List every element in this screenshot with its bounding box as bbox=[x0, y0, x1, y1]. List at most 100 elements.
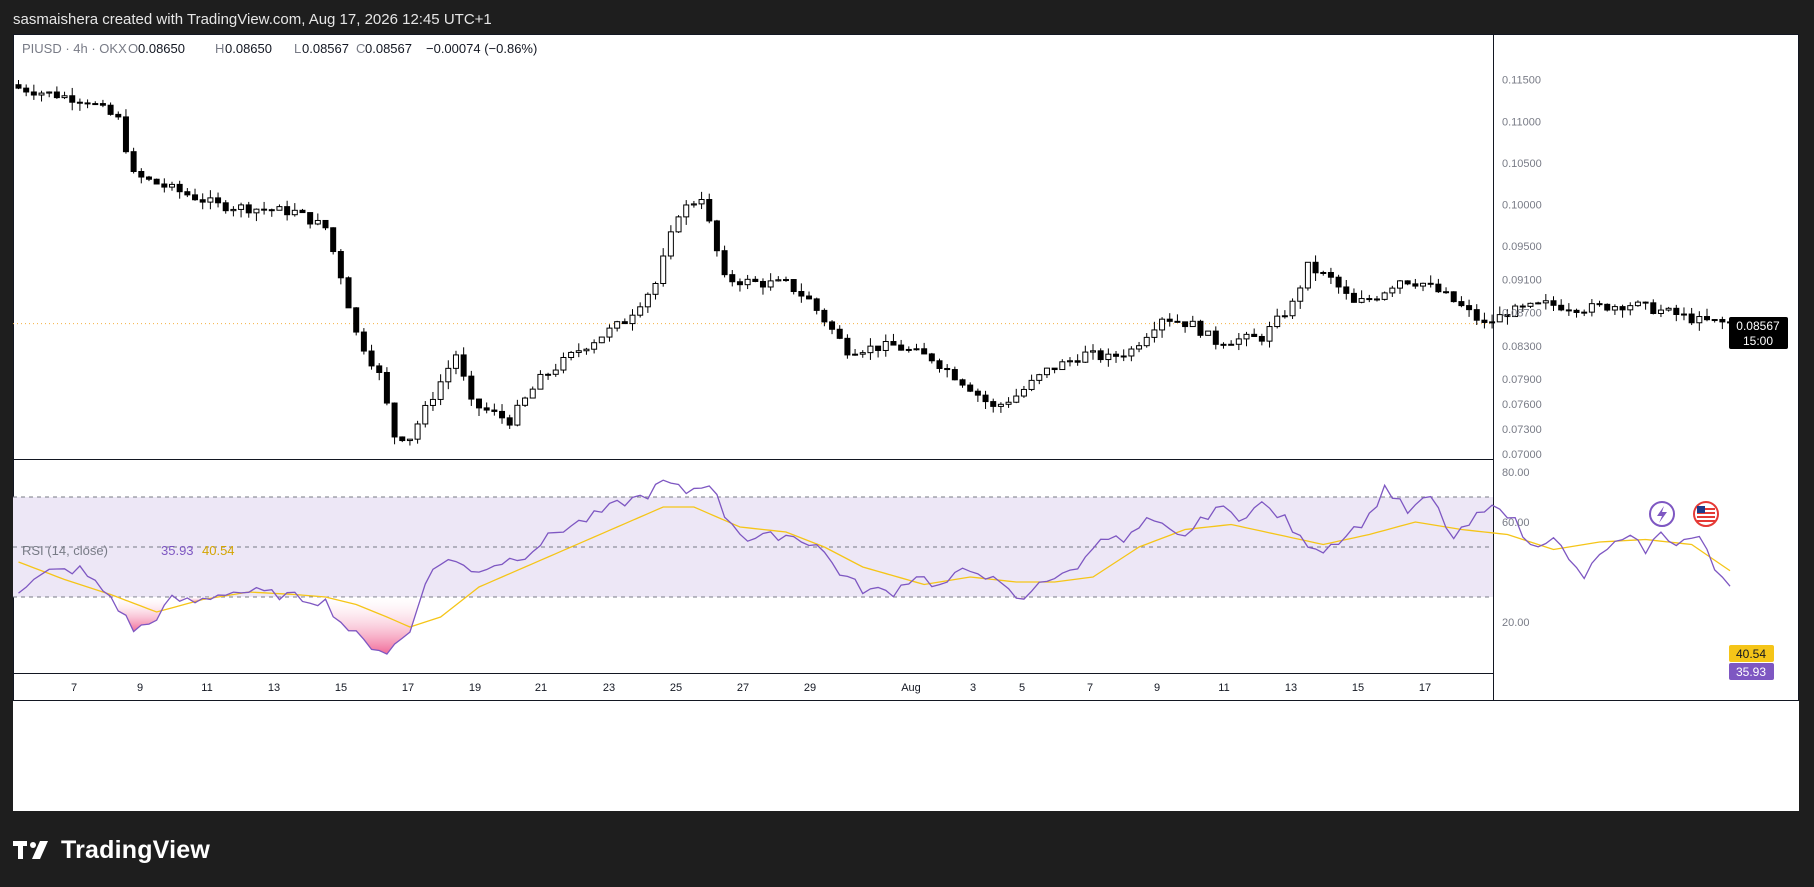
time-tick-label: 17 bbox=[1419, 682, 1431, 694]
candle bbox=[53, 86, 60, 99]
price-tick-label: 0.10000 bbox=[1502, 199, 1542, 211]
candle bbox=[1182, 321, 1189, 333]
candle bbox=[660, 248, 667, 287]
candle bbox=[736, 278, 743, 292]
close-label: C bbox=[356, 41, 365, 56]
candle bbox=[890, 333, 897, 346]
time-tick-label: 17 bbox=[402, 682, 414, 694]
price-tag: 0.08567 15:00 bbox=[1729, 317, 1788, 349]
attribution-text: sasmaishera created with TradingView.com… bbox=[13, 11, 492, 28]
candle bbox=[1412, 278, 1419, 289]
candle bbox=[721, 245, 728, 278]
candle bbox=[122, 109, 129, 154]
candle bbox=[1289, 298, 1296, 319]
candle bbox=[1466, 299, 1473, 317]
price-tick-label: 0.07900 bbox=[1502, 374, 1542, 386]
candle bbox=[268, 208, 275, 217]
candle bbox=[322, 219, 329, 231]
candle bbox=[882, 334, 889, 357]
chart-panel[interactable]: 80.00 60.00 20.00 0.11500 0.11000 0.10500 0.1… bbox=[13, 34, 1799, 811]
time-tick-label: 23 bbox=[603, 682, 615, 694]
candle bbox=[698, 191, 705, 210]
candle bbox=[1097, 348, 1104, 363]
candle bbox=[752, 276, 759, 283]
candle bbox=[783, 276, 789, 282]
candle bbox=[15, 80, 22, 90]
candle bbox=[1143, 333, 1150, 348]
candle bbox=[1297, 285, 1304, 309]
time-tick-label: 15 bbox=[335, 682, 347, 694]
time-tick-label: 21 bbox=[535, 682, 547, 694]
candle bbox=[491, 403, 498, 416]
candle bbox=[192, 188, 199, 201]
us-flag-icon[interactable] bbox=[1693, 501, 1719, 527]
candle bbox=[1312, 255, 1319, 281]
time-tick-label: 27 bbox=[737, 682, 749, 694]
candle bbox=[1381, 291, 1388, 301]
candle bbox=[376, 363, 383, 381]
candle bbox=[383, 367, 390, 406]
candle bbox=[1304, 261, 1311, 291]
candle bbox=[506, 414, 513, 429]
candle bbox=[92, 101, 99, 106]
candle bbox=[1596, 300, 1603, 307]
candle bbox=[1627, 302, 1634, 316]
candle bbox=[1205, 330, 1212, 336]
candle bbox=[437, 374, 444, 406]
price-tag-value: 0.08567 bbox=[1736, 319, 1780, 333]
price-tick-label: 0.07300 bbox=[1502, 424, 1542, 436]
price-tick-label: 0.10500 bbox=[1502, 158, 1542, 170]
rsi-legend: RSI (14, close) 35.93 40.54 bbox=[22, 543, 235, 558]
candle bbox=[829, 320, 836, 335]
candle bbox=[176, 180, 183, 199]
candle bbox=[1013, 388, 1020, 404]
candle bbox=[775, 276, 782, 282]
candle bbox=[1212, 326, 1219, 350]
candle bbox=[153, 178, 160, 185]
price-tag-bg bbox=[1729, 317, 1788, 349]
candle bbox=[767, 273, 774, 291]
candle bbox=[913, 343, 920, 351]
time-tick-label: 15 bbox=[1352, 682, 1364, 694]
candle bbox=[1327, 267, 1334, 284]
candle bbox=[207, 190, 214, 210]
candle bbox=[353, 307, 360, 336]
candle bbox=[1074, 354, 1081, 366]
candle bbox=[621, 318, 628, 325]
candle bbox=[1573, 308, 1580, 318]
candle bbox=[1558, 299, 1565, 312]
candle bbox=[61, 91, 68, 100]
candle bbox=[414, 420, 421, 444]
candle bbox=[813, 297, 820, 315]
candle bbox=[422, 401, 429, 428]
oversold-fill bbox=[179, 597, 211, 603]
candle bbox=[1581, 309, 1588, 317]
candle bbox=[406, 438, 413, 446]
candle bbox=[990, 398, 997, 413]
candle bbox=[1719, 316, 1726, 330]
candle bbox=[690, 200, 697, 208]
candle bbox=[629, 309, 636, 331]
candle bbox=[1120, 349, 1127, 362]
price-tick-label: 0.11500 bbox=[1502, 75, 1541, 87]
candle bbox=[30, 84, 37, 100]
candle bbox=[1090, 344, 1096, 360]
candle bbox=[76, 98, 83, 111]
lightning-icon[interactable] bbox=[1649, 501, 1675, 527]
candle bbox=[1266, 321, 1273, 348]
candle bbox=[1036, 373, 1043, 385]
candle bbox=[1680, 307, 1687, 321]
candle bbox=[1220, 342, 1227, 349]
candle bbox=[606, 324, 613, 342]
time-tick-label: 13 bbox=[1285, 682, 1297, 694]
candle bbox=[69, 87, 76, 111]
candle bbox=[1443, 287, 1450, 294]
candle bbox=[1159, 317, 1166, 338]
candle bbox=[667, 225, 674, 260]
candle bbox=[337, 249, 344, 285]
candle bbox=[99, 99, 106, 108]
candle bbox=[391, 402, 398, 445]
candle bbox=[875, 345, 882, 358]
candle bbox=[46, 91, 53, 98]
